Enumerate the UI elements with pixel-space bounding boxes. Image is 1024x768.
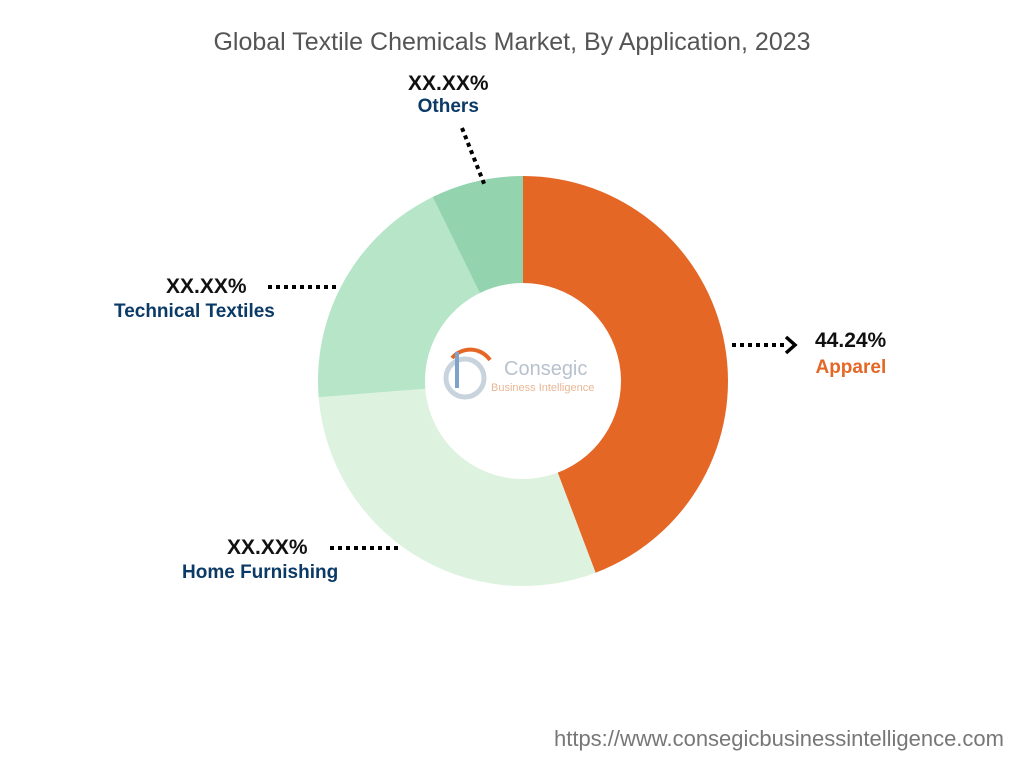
leader-others xyxy=(460,127,487,187)
leader-lines xyxy=(268,127,798,550)
source-url: https://www.consegicbusinessintelligence… xyxy=(553,726,1004,751)
logo-tagline: Business Intelligence xyxy=(491,382,594,394)
slice-others xyxy=(432,176,523,294)
logo-name: Consegic xyxy=(504,358,587,380)
slice-label-apparel: Apparel xyxy=(815,357,887,378)
slice-value-apparel: 44.24% xyxy=(815,329,887,352)
consegic-logo: Consegic Business Intelligence xyxy=(443,347,594,400)
slice-label-technical-textiles: Technical Textiles xyxy=(114,301,275,322)
slice-label-home-furnishing: Home Furnishing xyxy=(182,562,339,583)
label-others: XX.XX% Others xyxy=(408,72,489,118)
chart-title: Global Textile Chemicals Market, By Appl… xyxy=(213,28,811,56)
slice-home-furnishing xyxy=(318,388,596,587)
label-apparel: 44.24% Apparel xyxy=(815,329,886,379)
slice-value-others: XX.XX% xyxy=(408,72,489,95)
label-home-furnishing: XX.XX% Home Furnishing xyxy=(182,536,352,584)
slice-value-technical-textiles: XX.XX% xyxy=(166,275,247,298)
slice-technical-textiles xyxy=(318,196,480,398)
slice-apparel xyxy=(523,176,729,573)
slices-layer xyxy=(318,176,729,587)
arrow-head-icon xyxy=(784,335,798,355)
label-technical-textiles: XX.XX% Technical Textiles xyxy=(114,275,295,323)
logo-ring-icon xyxy=(443,356,487,400)
slice-value-home-furnishing: XX.XX% xyxy=(227,536,308,559)
slice-label-others: Others xyxy=(417,96,479,117)
